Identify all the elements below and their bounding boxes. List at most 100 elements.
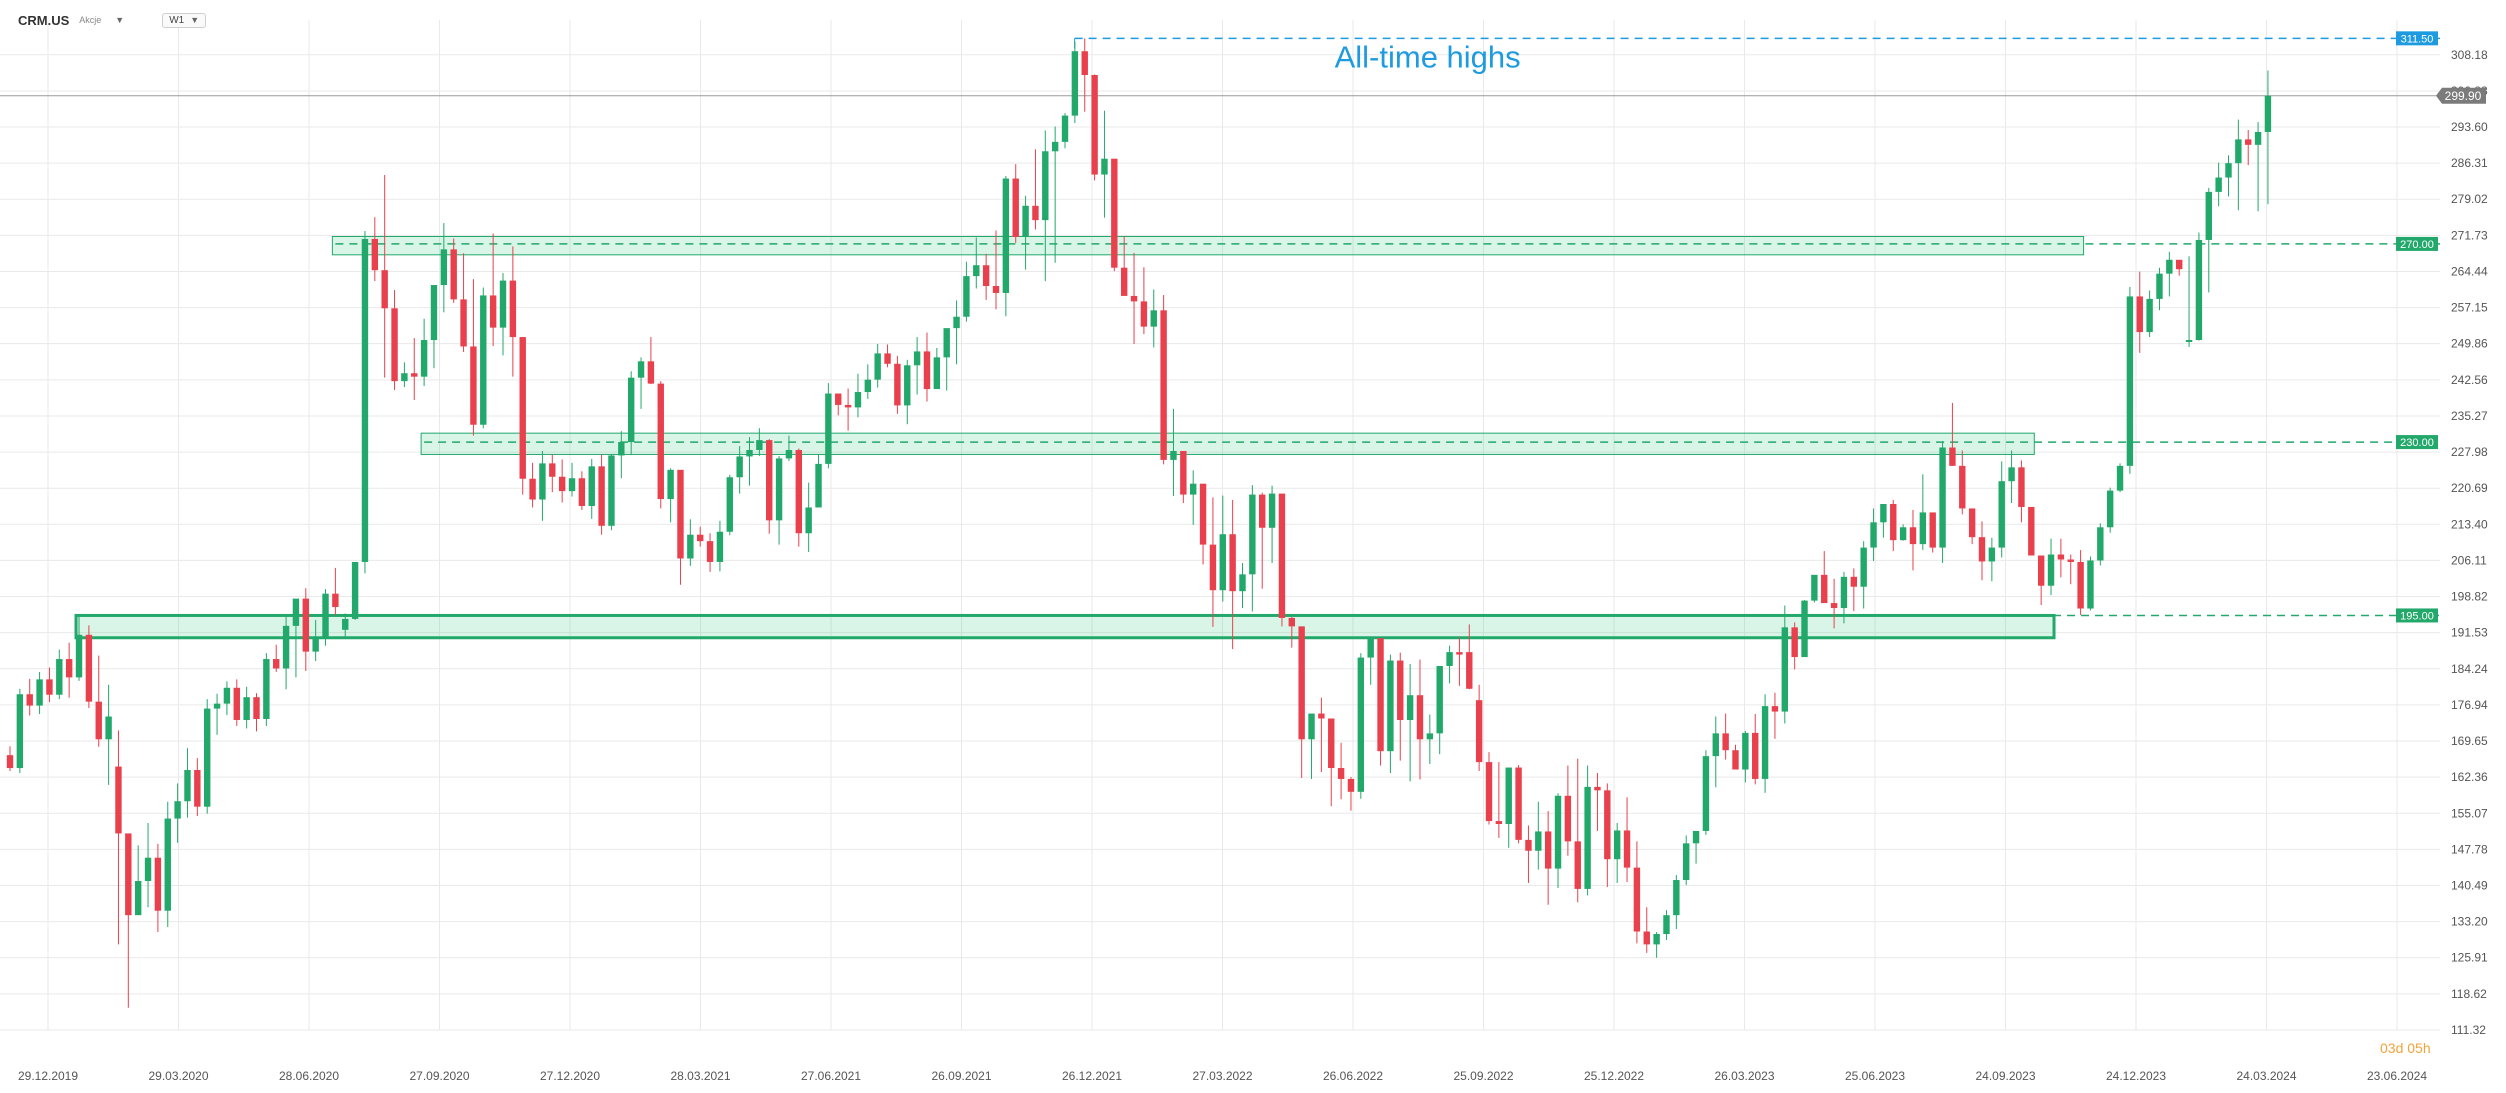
timeframe-select[interactable]: W1 ▼ [162, 12, 207, 28]
candle [1150, 310, 1157, 327]
candle [1564, 795, 1572, 842]
level-badge [2396, 31, 2438, 46]
candle [1120, 267, 1128, 296]
candle [2077, 561, 2084, 609]
candle [2057, 554, 2065, 560]
candle [1880, 503, 1887, 523]
candle [588, 466, 595, 506]
candle [1091, 74, 1098, 175]
candle [736, 456, 743, 478]
candle [1022, 205, 1029, 237]
candle [539, 463, 546, 500]
candle [835, 393, 842, 405]
y-tick-label: 206.11 [2451, 553, 2487, 567]
candle [1870, 522, 1877, 548]
candle [1239, 574, 1246, 592]
y-tick-label: 235.27 [2451, 409, 2488, 423]
candle [982, 265, 990, 287]
candle [1633, 867, 1641, 932]
candle [16, 694, 24, 769]
candle [460, 299, 467, 347]
candle [1061, 115, 1069, 142]
candle [687, 534, 694, 559]
candle [953, 316, 960, 329]
candle [913, 351, 921, 366]
candle [1485, 762, 1493, 822]
candle [578, 478, 586, 506]
candle [450, 249, 457, 300]
candle [1643, 931, 1650, 945]
candle [332, 593, 339, 608]
candle [2047, 554, 2055, 586]
candle [2215, 177, 2222, 192]
candle [125, 833, 132, 916]
candle [2018, 467, 2025, 507]
candle [1071, 51, 1079, 116]
candle [795, 449, 802, 534]
x-tick-label: 29.03.2020 [148, 1069, 208, 1083]
candle [1919, 512, 1927, 545]
candle [2176, 259, 2183, 270]
candle [1042, 151, 1049, 221]
candle [1860, 547, 1867, 587]
candle [2156, 273, 2163, 299]
support-zone [420, 432, 2035, 455]
y-tick-label: 133.20 [2451, 915, 2488, 929]
candle [1111, 158, 1118, 268]
candle [2097, 527, 2104, 561]
candle [815, 463, 822, 508]
candle [1771, 706, 1779, 712]
candle [785, 449, 793, 459]
candle [2195, 239, 2203, 341]
candle [1663, 915, 1670, 934]
candle [95, 701, 102, 740]
symbol-label[interactable]: CRM.US [18, 12, 70, 28]
candle [1495, 821, 1503, 825]
candle [1190, 483, 1197, 495]
candle [1397, 660, 1404, 720]
candle [657, 383, 664, 500]
candle [2126, 296, 2134, 466]
candle [874, 353, 881, 380]
candle [2205, 191, 2212, 240]
candle [1298, 626, 1305, 740]
candle [2245, 139, 2252, 145]
candle [1604, 790, 1611, 860]
x-tick-label: 29.12.2019 [18, 1069, 78, 1083]
candle [647, 361, 655, 384]
candle [963, 276, 970, 317]
candle [194, 770, 201, 807]
candle [618, 442, 625, 456]
candle [302, 598, 309, 652]
candle [65, 659, 73, 678]
candle [1613, 830, 1621, 860]
y-tick-label: 155.07 [2451, 806, 2488, 820]
candle [292, 598, 300, 626]
candle [1978, 537, 1986, 562]
y-tick-label: 293.60 [2451, 120, 2488, 134]
x-tick-label: 25.12.2022 [1584, 1069, 1644, 1083]
candle [1387, 660, 1394, 752]
candle [1702, 756, 1710, 831]
symbol-dropdown-icon[interactable]: ▼ [115, 15, 125, 25]
candle [1377, 638, 1384, 752]
candle [1801, 600, 1808, 658]
candle [401, 373, 408, 382]
candle [2028, 506, 2035, 556]
chevron-down-icon: ▼ [190, 15, 200, 25]
candle [243, 697, 250, 720]
candle [134, 880, 142, 916]
candle [529, 478, 536, 500]
candle [105, 716, 112, 740]
x-tick-label: 28.03.2021 [670, 1069, 730, 1083]
candle [361, 238, 369, 562]
y-tick-label: 169.65 [2451, 734, 2488, 748]
candle [2037, 555, 2045, 586]
candle [844, 404, 852, 408]
x-tick-label: 26.09.2021 [931, 1069, 991, 1083]
candle [519, 337, 526, 479]
candle [1673, 879, 1680, 916]
candle [351, 561, 359, 619]
support-zone [74, 613, 2056, 640]
